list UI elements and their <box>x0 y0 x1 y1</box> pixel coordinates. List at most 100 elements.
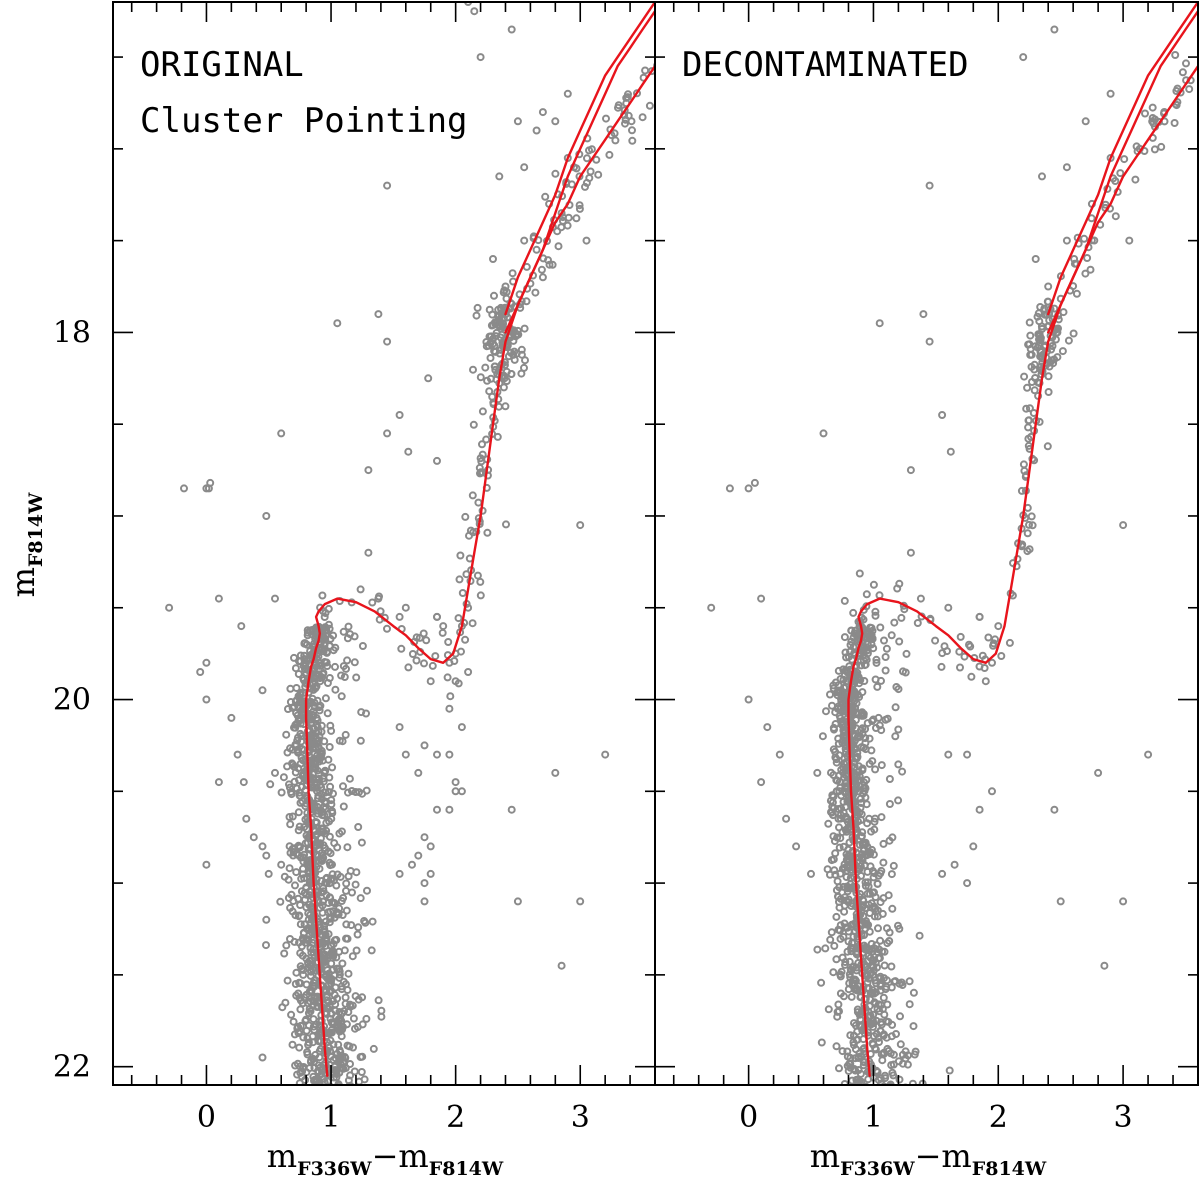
ms-star <box>839 665 848 674</box>
ms-star <box>889 861 898 870</box>
ms-star <box>894 725 903 734</box>
sgb-star <box>420 659 428 668</box>
field-star <box>395 723 404 732</box>
field-star <box>819 429 828 438</box>
ms-star <box>898 767 907 776</box>
ms-star <box>358 1020 367 1029</box>
field-star <box>451 787 460 796</box>
ms-star <box>840 633 849 642</box>
ms-star <box>849 864 858 872</box>
field-star <box>424 374 433 383</box>
ms-star <box>287 890 296 899</box>
field-star <box>532 126 541 135</box>
ms-star <box>303 792 312 801</box>
ms-star <box>315 1053 324 1062</box>
sgb-star <box>428 661 437 670</box>
ms-star <box>285 813 294 821</box>
ms-star <box>299 1033 308 1042</box>
ms-star <box>326 1086 332 1092</box>
sgb-star <box>991 635 999 644</box>
ms-star <box>302 890 311 899</box>
ms-star <box>835 823 843 832</box>
ms-star <box>876 1026 885 1035</box>
clump-star <box>510 347 519 356</box>
field-star <box>214 594 223 603</box>
field-star <box>551 768 560 777</box>
field-star <box>202 860 211 869</box>
isochrone-0 <box>304 65 655 1077</box>
rgb-star <box>1172 87 1181 95</box>
ms-star <box>342 920 351 929</box>
ms-star <box>343 656 352 665</box>
sgb-star <box>456 551 465 560</box>
ms-star <box>350 1067 359 1076</box>
ms-star <box>295 1079 304 1085</box>
ms-star <box>321 694 330 703</box>
sgb-star <box>937 662 946 671</box>
ms-star <box>858 1087 864 1093</box>
rgb-star <box>476 577 485 586</box>
clump-star <box>1038 324 1047 333</box>
field-star <box>1081 117 1090 126</box>
ms-star <box>849 962 858 971</box>
panel-title-original-line1: ORIGINAL <box>140 45 304 85</box>
rgb-star <box>602 114 610 123</box>
ms-star <box>891 703 900 712</box>
ms-star <box>323 974 332 983</box>
ms-star <box>342 886 350 895</box>
ms-star <box>296 962 305 971</box>
ms-star <box>332 1070 341 1078</box>
ms-star <box>321 788 330 797</box>
ms-star <box>296 759 305 768</box>
y-axis-title-sub: F814W <box>25 492 47 567</box>
ms-star <box>332 881 341 890</box>
ms-star <box>860 861 869 870</box>
sgb-star <box>419 629 428 638</box>
sgb-star <box>1028 521 1037 530</box>
rgb-star <box>1072 289 1081 298</box>
field-star <box>433 750 441 759</box>
sgb-star <box>321 623 330 632</box>
sgb-star <box>368 598 377 607</box>
ms-star <box>882 976 891 985</box>
clump-star <box>1053 328 1062 337</box>
rgb-star <box>469 420 478 429</box>
field-star <box>946 447 955 456</box>
ms-star <box>346 1060 354 1068</box>
ms-star <box>288 844 297 853</box>
ms-star <box>335 1087 341 1093</box>
sgb-star <box>311 628 320 637</box>
ms-star <box>826 935 835 944</box>
sgb-star <box>501 402 510 411</box>
ms-star <box>314 794 322 803</box>
sgb-star <box>461 635 470 644</box>
field-star <box>495 172 504 181</box>
field-star <box>563 89 572 98</box>
field-star <box>1144 750 1153 759</box>
ms-star <box>850 697 859 705</box>
field-star <box>271 594 279 603</box>
ms-star <box>871 944 880 953</box>
field-star <box>420 741 429 750</box>
ms-star <box>319 827 328 836</box>
ms-star <box>302 1015 311 1024</box>
field-star <box>364 466 373 475</box>
ms-star <box>347 921 356 930</box>
sgb-star <box>863 626 872 635</box>
rgb-star <box>611 136 620 145</box>
ms-star <box>325 858 334 867</box>
ms-star <box>358 642 367 650</box>
ms-star <box>896 1040 905 1049</box>
ms-star <box>318 901 327 910</box>
ms-star <box>836 926 844 935</box>
ms-star <box>841 648 850 657</box>
ms-star <box>844 937 853 946</box>
ms-star <box>350 1090 356 1096</box>
ms-star <box>833 833 842 842</box>
ms-star <box>342 906 351 915</box>
field-star <box>501 282 510 291</box>
sgb-star <box>966 642 975 651</box>
ms-star <box>340 673 349 681</box>
sgb-star <box>444 638 453 646</box>
clump-star <box>512 330 521 339</box>
